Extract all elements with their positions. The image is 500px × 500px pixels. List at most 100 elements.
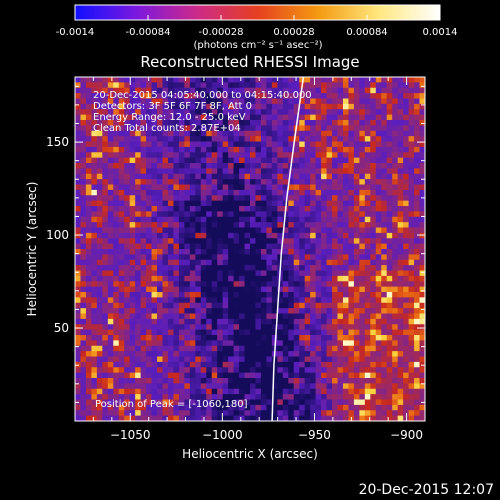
heatmap-cell — [124, 335, 131, 341]
heatmap-cell — [353, 388, 360, 395]
heatmap-cell — [107, 265, 114, 271]
heatmap-cell — [375, 340, 382, 347]
heatmap-cell — [414, 394, 420, 400]
heatmap-cell — [162, 141, 169, 148]
heatmap-cell — [359, 103, 366, 110]
heatmap-cell — [364, 329, 371, 336]
heatmap-cell — [277, 141, 284, 148]
heatmap-cell — [118, 361, 125, 368]
heatmap-cell — [173, 415, 180, 421]
heatmap-cell — [228, 163, 234, 169]
heatmap-cell — [140, 120, 147, 126]
heatmap-cell — [332, 232, 338, 239]
heatmap-cell — [162, 82, 169, 89]
heatmap-cell — [282, 335, 289, 341]
heatmap-cell — [348, 329, 355, 336]
heatmap-cell — [293, 152, 300, 159]
heatmap-cell — [419, 82, 425, 89]
heatmap-cell — [217, 318, 224, 325]
heatmap-cell — [271, 388, 278, 395]
heatmap-cell — [326, 125, 333, 132]
heatmap-cell — [244, 216, 251, 223]
heatmap-cell — [255, 141, 262, 148]
heatmap-cell — [189, 114, 196, 121]
heatmap-cell — [304, 388, 311, 395]
heatmap-cell — [135, 103, 142, 110]
heatmap-cell — [271, 130, 278, 137]
heatmap-cell — [178, 200, 185, 207]
heatmap-cell — [255, 168, 262, 175]
heatmap-cell — [332, 93, 338, 99]
heatmap-cell — [266, 222, 273, 228]
heatmap-cell — [151, 77, 158, 83]
heatmap-cell — [173, 130, 180, 137]
heatmap-cell — [157, 394, 163, 400]
heatmap-cell — [342, 318, 349, 325]
heatmap-cell — [315, 152, 322, 159]
heatmap-cell — [102, 308, 109, 314]
heatmap-cell — [200, 98, 207, 105]
heatmap-cell — [200, 163, 207, 169]
heatmap-cell — [244, 93, 251, 99]
heatmap-cell — [392, 361, 399, 368]
heatmap-cell — [315, 367, 322, 374]
heatmap-cell — [337, 313, 344, 320]
heatmap-cell — [271, 93, 278, 99]
heatmap-cell — [337, 415, 344, 421]
heatmap-cell — [157, 87, 163, 94]
heatmap-cell — [189, 184, 196, 191]
heatmap-cell — [282, 345, 289, 352]
heatmap-cell — [321, 93, 327, 99]
heatmap-cell — [151, 157, 158, 164]
heatmap-cell — [321, 77, 327, 83]
heatmap-cell — [228, 243, 234, 250]
heatmap-cell — [260, 141, 267, 148]
heatmap-cell — [282, 195, 289, 202]
heatmap-cell — [211, 206, 218, 212]
heatmap-cell — [326, 211, 333, 218]
heatmap-cell — [85, 179, 92, 185]
heatmap-cell — [211, 308, 218, 314]
heatmap-cell — [293, 243, 300, 250]
heatmap-cell — [135, 125, 142, 132]
heatmap-cell — [359, 383, 366, 390]
heatmap-cell — [151, 184, 158, 191]
heatmap-cell — [315, 227, 322, 234]
heatmap-cell — [293, 249, 300, 255]
heatmap-cell — [233, 179, 240, 185]
heatmap-cell — [277, 93, 284, 99]
heatmap-cell — [293, 195, 300, 202]
heatmap-cell — [228, 141, 234, 148]
heatmap-cell — [162, 335, 169, 341]
heatmap-cell — [80, 189, 87, 196]
heatmap-cell — [260, 211, 267, 218]
heatmap-cell — [299, 146, 306, 153]
heatmap-cell — [364, 173, 371, 180]
heatmap-cell — [408, 93, 415, 99]
heatmap-cell — [288, 292, 295, 298]
heatmap-cell — [375, 410, 382, 417]
heatmap-cell — [321, 367, 327, 374]
heatmap-cell — [375, 125, 382, 132]
heatmap-cell — [353, 157, 360, 164]
heatmap-cell — [386, 329, 393, 336]
heatmap-cell — [178, 415, 185, 421]
heatmap-cell — [342, 130, 349, 137]
heatmap-cell — [386, 249, 393, 255]
heatmap-cell — [348, 297, 355, 304]
heatmap-cell — [315, 232, 322, 239]
heatmap-cell — [408, 189, 415, 196]
heatmap-cell — [189, 372, 196, 379]
heatmap-cell — [222, 179, 229, 185]
heatmap-cell — [260, 378, 267, 384]
heatmap-cell — [386, 163, 393, 169]
heatmap-cell — [293, 168, 300, 175]
heatmap-cell — [91, 254, 98, 261]
heatmap-cell — [321, 329, 327, 336]
heatmap-cell — [195, 340, 202, 347]
heatmap-cell — [342, 222, 349, 228]
heatmap-cell — [222, 318, 229, 325]
heatmap-cell — [386, 211, 393, 218]
heatmap-cell — [85, 77, 92, 83]
heatmap-cell — [304, 297, 311, 304]
